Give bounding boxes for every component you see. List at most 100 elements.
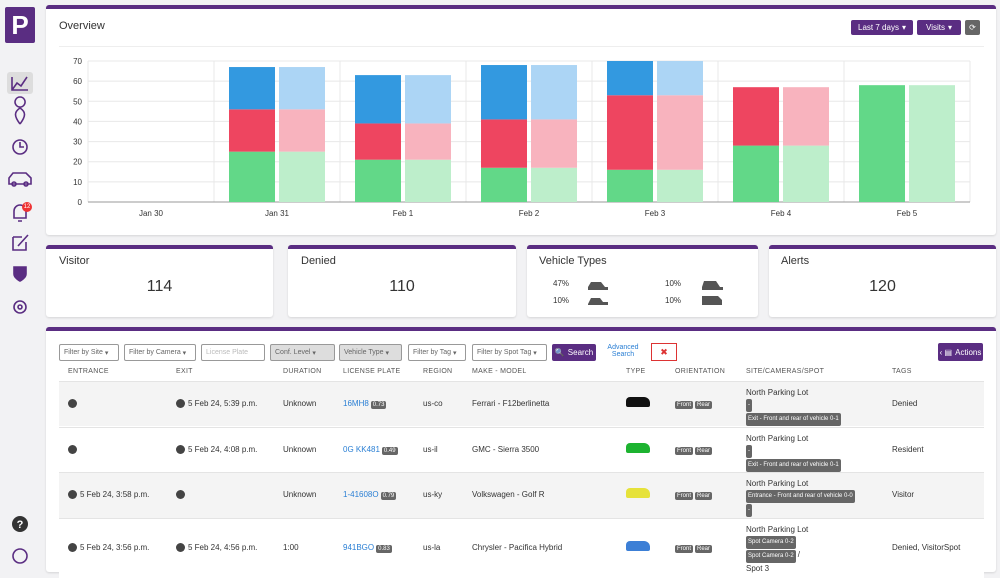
- entrance-cell: [68, 398, 80, 408]
- site-name: North Parking Lot: [746, 479, 809, 488]
- entrance-time: 5 Feb 24, 3:56 p.m.: [80, 543, 150, 552]
- range-button[interactable]: Last 7 days ▾: [851, 20, 913, 35]
- direction-icon: [176, 543, 185, 553]
- vehicle-share: 10%: [665, 279, 682, 288]
- confidence: 0.49: [381, 446, 398, 455]
- bar-segment: [405, 159, 451, 202]
- spot-tag-filter[interactable]: Filter by Spot Tag ▾: [472, 344, 547, 361]
- camera-badge: Exit - Front and rear of vehicle 0-1: [746, 459, 841, 472]
- bar-segment: [229, 109, 275, 152]
- label: Filter by Spot Tag: [477, 349, 532, 356]
- camera-filter[interactable]: Filter by Camera ▾: [124, 344, 196, 361]
- duration: Unknown: [283, 444, 317, 454]
- orientation-badge: Front: [675, 492, 694, 500]
- label: Vehicle Type: [344, 349, 384, 356]
- nav-clock[interactable]: [12, 139, 28, 155]
- nav-car[interactable]: [8, 172, 32, 185]
- column-header: REGION: [423, 368, 453, 375]
- spot: Spot 3: [746, 564, 770, 573]
- site-cell: North Parking Lot - Exit - Front and rear …: [746, 387, 843, 426]
- direction-icon: [68, 398, 77, 408]
- nav-icons: [7, 72, 33, 314]
- stat-card: [46, 245, 273, 317]
- direction-icon: [176, 490, 185, 500]
- y-tick-label: 0: [78, 198, 83, 207]
- conf-filter[interactable]: Conf. Level ▾: [270, 344, 335, 361]
- stat-label: Alerts: [781, 255, 810, 267]
- plate-cell: 16MH8 0.73: [343, 399, 388, 409]
- plate-link[interactable]: 16MH8: [343, 398, 369, 408]
- nav-map[interactable]: [14, 96, 26, 125]
- camera-badge: -: [746, 399, 752, 412]
- advanced-search[interactable]: Advanced Search: [607, 344, 639, 358]
- column-header: SITE/CAMERAS/SPOT: [746, 368, 825, 375]
- nav-chart[interactable]: [11, 76, 28, 91]
- clear-button[interactable]: ✖: [651, 343, 677, 361]
- help-icon[interactable]: [12, 516, 28, 532]
- camera-badge: -: [746, 504, 752, 517]
- bar-segment: [733, 87, 779, 146]
- label: Last 7 days: [858, 23, 899, 32]
- exit-cell: 5 Feb 24, 5:39 p.m.: [176, 399, 257, 408]
- region: us-ky: [423, 490, 443, 499]
- orientation-badge: Front: [675, 446, 694, 455]
- tags: Visitor: [892, 490, 915, 499]
- logo[interactable]: P: [5, 7, 35, 43]
- camera-badge: -: [746, 445, 752, 458]
- plate-link[interactable]: 941BGO: [343, 543, 375, 552]
- sidebar: P 12 ?: [0, 0, 40, 567]
- exit-cell: 5 Feb 24, 4:08 p.m.: [176, 445, 257, 454]
- vehicle-share: 10%: [665, 296, 682, 305]
- search-button[interactable]: 🔍 Search: [552, 344, 596, 361]
- y-tick-label: 30: [73, 138, 82, 147]
- vehicle-share: 47%: [553, 279, 570, 288]
- nav-shield[interactable]: [13, 266, 27, 282]
- separator: /: [797, 550, 800, 559]
- stat-value: 120: [869, 278, 896, 295]
- plate-input[interactable]: License Plate: [201, 344, 265, 361]
- exit-cell: 5 Feb 24, 4:56 p.m.: [176, 543, 257, 553]
- camera-badge: Exit - Front and rear of vehicle 0-1: [746, 413, 841, 426]
- camera-line: -: [746, 398, 843, 412]
- alert-badge: 12: [22, 202, 32, 212]
- plate-link[interactable]: 1-41608O: [343, 490, 379, 499]
- svg-text:?: ?: [17, 519, 24, 531]
- bar-segment: [859, 85, 905, 202]
- user-icon[interactable]: [12, 548, 28, 564]
- bar-segment: [607, 61, 653, 96]
- bar-segment: [279, 151, 325, 202]
- type-filter[interactable]: Vehicle Type ▾: [339, 344, 402, 361]
- make-model: Ferrari - F12berlinetta: [472, 398, 550, 408]
- metric-button[interactable]: Visits ▾: [917, 20, 961, 35]
- label: Search: [567, 348, 594, 357]
- refresh-button[interactable]: ⟳: [965, 20, 980, 35]
- direction-icon: [68, 444, 77, 454]
- direction-icon: [68, 543, 77, 553]
- stat-label: Denied: [301, 255, 336, 267]
- plate-link[interactable]: 0G KK481: [343, 444, 380, 454]
- bar-segment: [481, 119, 527, 168]
- label: Conf. Level: [275, 349, 311, 356]
- bar-segment: [279, 67, 325, 110]
- bar-segment: [405, 75, 451, 124]
- column-header: ENTRANCE: [68, 368, 109, 375]
- confidence: 0.79: [380, 492, 397, 500]
- column-header: TAGS: [892, 368, 912, 375]
- nav-edit[interactable]: [12, 234, 29, 251]
- suv-icon: [702, 281, 723, 290]
- tags: Resident: [892, 444, 924, 454]
- confidence: 0.73: [370, 400, 387, 409]
- bar-segment: [229, 67, 275, 110]
- orientation: Front Rear: [675, 399, 714, 409]
- vehicle-type: [626, 541, 650, 551]
- stat-card: [769, 245, 996, 317]
- direction-icon: [176, 398, 185, 408]
- site-filter[interactable]: Filter by Site ▾: [59, 344, 119, 361]
- tag-filter[interactable]: Filter by Tag ▾: [408, 344, 466, 361]
- actions-button[interactable]: ‹ ▤ Actions: [938, 343, 983, 361]
- car-icon: [588, 282, 608, 290]
- orientation-badge: Rear: [695, 400, 713, 409]
- bar-segment: [531, 65, 577, 120]
- duration: Unknown: [283, 490, 317, 499]
- nav-settings[interactable]: [13, 300, 27, 314]
